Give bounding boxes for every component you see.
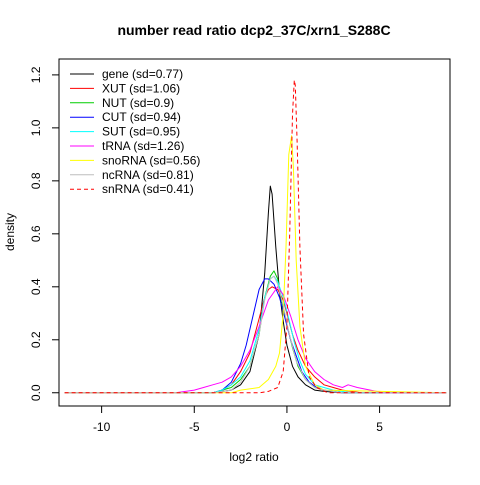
series-line-6 [64,286,447,394]
series-line-8 [64,275,447,394]
x-tick-label: -10 [93,420,111,434]
y-tick-label: 0.6 [29,225,43,242]
y-axis-label: density [3,213,17,251]
x-tick-label: -5 [189,420,200,434]
y-tick-label: 0.4 [29,278,43,295]
y-tick-label: 0.0 [29,384,43,401]
series-line-5 [64,275,447,394]
x-tick-label: 0 [284,420,291,434]
y-axis: 0.0 0.2 0.4 0.6 0.8 1.0 1.2 [29,66,60,401]
legend-label: NUT (sd=0.9) [102,96,174,110]
legend-label: ncRNA (sd=0.81) [102,168,194,182]
legend: gene (sd=0.77)XUT (sd=1.06)NUT (sd=0.9)C… [70,67,200,196]
legend-label: gene (sd=0.77) [102,67,183,81]
legend-label: SUT (sd=0.95) [102,125,180,139]
y-tick-label: 1.2 [29,66,43,83]
y-tick-label: 1.0 [29,119,43,136]
x-axis-label: log2 ratio [229,450,279,464]
legend-label: snRNA (sd=0.41) [102,182,194,196]
legend-label: XUT (sd=1.06) [102,81,180,95]
legend-label: tRNA (sd=1.26) [102,139,184,153]
series-line-4 [64,278,447,394]
series-line-1 [64,185,447,394]
x-axis: -10 -5 0 5 [93,405,383,434]
y-tick-label: 0.8 [29,172,43,189]
series-line-9 [64,79,447,394]
x-tick-label: 5 [376,420,383,434]
series-layer [64,79,447,394]
legend-label: snoRNA (sd=0.56) [102,153,200,167]
legend-label: CUT (sd=0.94) [102,110,181,124]
series-line-7 [64,135,447,394]
y-tick-label: 0.2 [29,331,43,348]
chart-title: number read ratio dcp2_37C/xrn1_S288C [117,22,390,38]
